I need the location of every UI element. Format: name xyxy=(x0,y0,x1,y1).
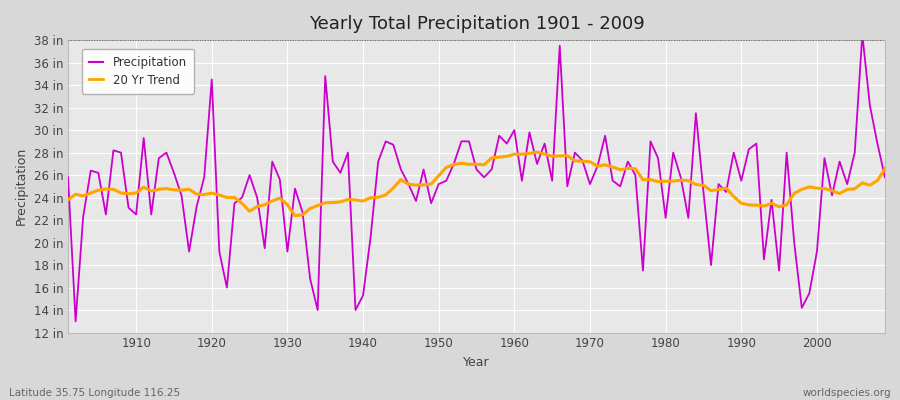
Y-axis label: Precipitation: Precipitation xyxy=(15,147,28,226)
Legend: Precipitation, 20 Yr Trend: Precipitation, 20 Yr Trend xyxy=(82,49,194,94)
Title: Yearly Total Precipitation 1901 - 2009: Yearly Total Precipitation 1901 - 2009 xyxy=(309,15,644,33)
Text: worldspecies.org: worldspecies.org xyxy=(803,388,891,398)
X-axis label: Year: Year xyxy=(464,356,490,369)
Text: Latitude 35.75 Longitude 116.25: Latitude 35.75 Longitude 116.25 xyxy=(9,388,180,398)
